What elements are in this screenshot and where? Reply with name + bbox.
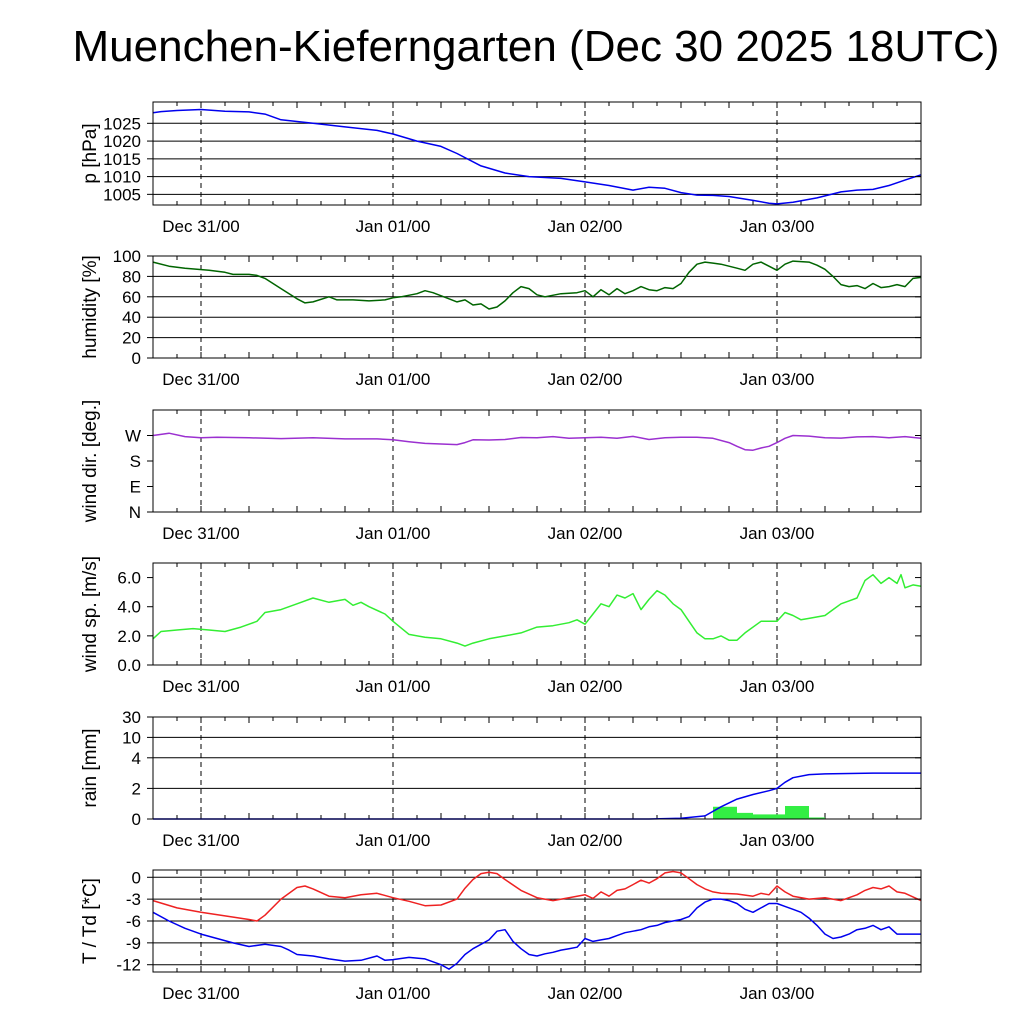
x-tick-label: Jan 01/00 xyxy=(356,524,431,543)
plot-frame xyxy=(152,716,922,820)
series-humidity xyxy=(152,260,922,310)
x-tick-label: Jan 02/00 xyxy=(548,677,623,696)
y-tick-label: 1005 xyxy=(103,185,141,204)
x-tick-label: Jan 03/00 xyxy=(740,217,815,236)
x-tick-label: Jan 02/00 xyxy=(548,370,623,389)
y-tick-label: -12 xyxy=(116,956,141,975)
panel-temperature_dewpoint: 0 -3 -6 -9 -12 Dec 31/00 Jan 01/00 Jan 02/00 Jan… xyxy=(80,868,922,1003)
plot-frame xyxy=(152,562,922,666)
y-axis-label: humidity [%] xyxy=(80,255,101,358)
x-tick-label: Dec 31/00 xyxy=(162,677,240,696)
rain-bar xyxy=(785,805,809,819)
plot-frame xyxy=(152,101,922,206)
x-tick-label: Jan 01/00 xyxy=(356,677,431,696)
panel-wind_speed: 0.0 2.0 4.0 6.0 Dec 31/00 Jan 01/00 Jan 02/00 J… xyxy=(80,556,922,696)
y-axis-label: rain [mm] xyxy=(80,728,101,807)
rain-bar xyxy=(809,817,825,819)
y-tick-label: E xyxy=(130,478,141,497)
y-tick-label: 80 xyxy=(122,267,141,286)
plot-frame xyxy=(152,255,922,359)
y-tick-label: 30 xyxy=(122,708,141,727)
x-tick-label: Dec 31/00 xyxy=(162,831,240,850)
x-tick-label: Jan 03/00 xyxy=(740,984,815,1003)
plot-frame xyxy=(152,409,922,513)
y-tick-label: 10 xyxy=(122,728,141,747)
x-tick-label: Jan 03/00 xyxy=(740,524,815,543)
y-tick-label: 6.0 xyxy=(117,569,141,588)
y-tick-label: -6 xyxy=(126,912,141,931)
x-tick-label: Jan 02/00 xyxy=(548,984,623,1003)
chart-title: Muenchen-Kieferngarten (Dec 30 2025 18UT… xyxy=(72,22,1000,71)
series-p xyxy=(152,108,922,205)
y-tick-label: 1020 xyxy=(103,132,141,151)
y-tick-label: 2 xyxy=(132,779,141,798)
y-tick-label: -3 xyxy=(126,890,141,909)
x-tick-label: Jan 02/00 xyxy=(548,524,623,543)
x-tick-label: Dec 31/00 xyxy=(162,984,240,1003)
y-tick-label: 1010 xyxy=(103,168,141,187)
x-tick-label: Jan 01/00 xyxy=(356,984,431,1003)
y-tick-label: 2.0 xyxy=(117,627,141,646)
x-tick-label: Jan 03/00 xyxy=(740,677,815,696)
y-axis-label: p [hPa] xyxy=(80,123,101,183)
y-tick-label: 0 xyxy=(132,868,141,887)
y-tick-label: 0 xyxy=(132,349,141,368)
x-tick-label: Dec 31/00 xyxy=(162,524,240,543)
y-tick-label: 1015 xyxy=(103,150,141,169)
y-tick-label: 0 xyxy=(132,810,141,829)
x-tick-label: Jan 01/00 xyxy=(356,217,431,236)
series-cumulative-rain xyxy=(153,772,921,820)
x-tick-label: Jan 02/00 xyxy=(548,831,623,850)
y-axis-label: wind dir. [deg.] xyxy=(80,400,101,524)
rain-bar xyxy=(753,814,769,819)
y-tick-label: 4.0 xyxy=(117,598,141,617)
y-tick-label: N xyxy=(129,503,141,522)
y-tick-label: 0.0 xyxy=(117,656,141,675)
y-tick-label: S xyxy=(130,452,141,471)
x-tick-label: Dec 31/00 xyxy=(162,217,240,236)
series-speed xyxy=(152,573,922,647)
series-direction xyxy=(152,432,922,451)
x-tick-label: Jan 01/00 xyxy=(356,370,431,389)
series-td xyxy=(152,898,921,970)
x-tick-label: Dec 31/00 xyxy=(162,370,240,389)
rain-bar xyxy=(737,812,753,819)
y-axis-label: wind sp. [m/s] xyxy=(80,556,101,673)
x-tick-label: Jan 02/00 xyxy=(548,217,623,236)
y-tick-label: 60 xyxy=(122,288,141,307)
y-tick-label: 40 xyxy=(122,308,141,327)
y-tick-label: W xyxy=(125,427,141,446)
rain-bar xyxy=(713,806,737,819)
rain-bar xyxy=(769,814,785,819)
x-tick-label: Jan 01/00 xyxy=(356,831,431,850)
x-tick-label: Jan 03/00 xyxy=(740,370,815,389)
y-tick-label: 100 xyxy=(113,247,141,266)
y-axis-label: T / Td [*C] xyxy=(80,878,101,964)
y-tick-label: 4 xyxy=(132,749,141,768)
y-tick-label: 1025 xyxy=(103,114,141,133)
y-tick-label: -9 xyxy=(126,934,141,953)
y-tick-label: 20 xyxy=(122,329,141,348)
series-t xyxy=(152,870,922,922)
x-tick-label: Jan 03/00 xyxy=(740,831,815,850)
